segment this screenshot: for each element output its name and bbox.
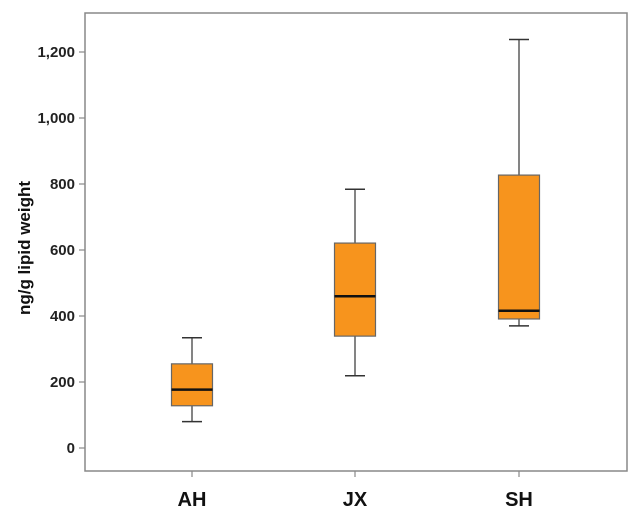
x-tick-label: SH bbox=[505, 489, 533, 511]
boxes bbox=[170, 38, 541, 423]
iqr-box bbox=[333, 242, 377, 337]
box-ah bbox=[170, 337, 214, 423]
y-axis-label: ng/g lipid weight bbox=[15, 181, 34, 315]
y-tick-label: 0 bbox=[67, 440, 75, 457]
iqr-box bbox=[170, 363, 214, 407]
x-axis-ticks: AH JX SH bbox=[178, 471, 533, 511]
box-sh bbox=[497, 38, 541, 327]
x-tick-label: AH bbox=[178, 489, 207, 511]
y-axis-ticks: 0 200 400 600 800 1,000 1,200 bbox=[37, 44, 85, 457]
x-tick-label: JX bbox=[343, 489, 368, 511]
plot-frame bbox=[84, 12, 628, 472]
box-jx bbox=[333, 188, 377, 377]
y-tick-label: 600 bbox=[50, 242, 75, 259]
y-tick-label: 1,000 bbox=[37, 110, 75, 127]
y-tick-label: 200 bbox=[50, 374, 75, 391]
iqr-box bbox=[497, 174, 541, 320]
y-tick-label: 800 bbox=[50, 176, 75, 193]
y-tick-label: 1,200 bbox=[37, 44, 75, 61]
y-tick-label: 400 bbox=[50, 308, 75, 325]
